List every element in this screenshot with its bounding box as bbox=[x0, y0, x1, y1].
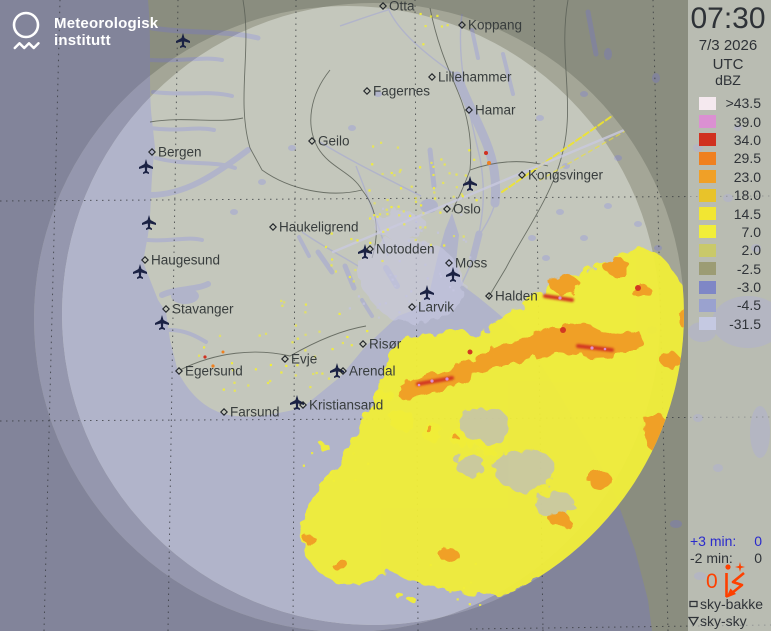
city-label: Haugesund bbox=[151, 253, 220, 268]
city-label: Oslo bbox=[453, 202, 481, 217]
legend-swatch bbox=[699, 96, 716, 110]
legend-value: 14.5 bbox=[733, 205, 761, 222]
legend-value: -2.5 bbox=[736, 260, 761, 277]
legend-value: 23.0 bbox=[733, 168, 761, 185]
legend-swatch bbox=[699, 280, 716, 294]
city-label: Evje bbox=[291, 352, 317, 367]
legend-row: -3.0 bbox=[688, 278, 768, 296]
legend-swatch bbox=[699, 225, 716, 239]
legend-swatch bbox=[699, 151, 716, 165]
brand-line1: Meteorologisk bbox=[54, 15, 159, 32]
plus-minutes-value: 0 bbox=[754, 533, 762, 549]
legend-value: -31.5 bbox=[729, 315, 761, 332]
city-label: Stavanger bbox=[172, 302, 234, 317]
minus-minutes-label: -2 min: bbox=[690, 550, 733, 566]
legend-swatch bbox=[699, 115, 716, 129]
city-label: Arendal bbox=[349, 364, 396, 379]
sky-bakke-label: sky-bakke bbox=[700, 596, 764, 612]
city-label: Hamar bbox=[475, 103, 516, 118]
legend-row: 39.0 bbox=[688, 112, 768, 130]
cloud-to-ground-icon bbox=[686, 600, 700, 608]
legend-swatch bbox=[699, 317, 716, 331]
legend-row: -4.5 bbox=[688, 296, 768, 314]
legend-value: -4.5 bbox=[736, 297, 761, 314]
city-label: Bergen bbox=[158, 145, 202, 160]
legend-value: 2.0 bbox=[741, 242, 761, 259]
city-label: Notodden bbox=[376, 242, 435, 257]
clock-timezone: UTC bbox=[712, 56, 744, 73]
city-label: Moss bbox=[455, 256, 488, 271]
clock-date: 7/3 2026 bbox=[698, 37, 758, 54]
legend-row: 18.0 bbox=[688, 186, 768, 204]
legend-value: 39.0 bbox=[733, 113, 761, 130]
clock-panel: 07:30 7/3 2026 UTC bbox=[688, 2, 768, 74]
met-institute-logo: Meteorologisk institutt bbox=[10, 10, 200, 52]
legend-swatch bbox=[699, 298, 716, 312]
legend-row: 14.5 bbox=[688, 204, 768, 222]
city-label: Haukeligrend bbox=[279, 220, 359, 235]
clock-time: 07:30 bbox=[690, 2, 766, 35]
met-logo-icon bbox=[12, 11, 40, 50]
legend-value: >43.5 bbox=[725, 95, 761, 112]
city-label: Koppang bbox=[468, 18, 522, 33]
legend-value: 7.0 bbox=[741, 223, 761, 240]
city-label: Fagernes bbox=[373, 84, 430, 99]
legend-swatch bbox=[699, 262, 716, 276]
city-labels: Otta Koppang Lillehammer Fagernes Hamar Geilo… bbox=[141, 0, 604, 420]
city-label: Kristiansand bbox=[309, 398, 383, 413]
legend-swatch bbox=[699, 243, 716, 257]
legend-row: -31.5 bbox=[688, 315, 768, 333]
legend-swatch bbox=[699, 170, 716, 184]
legend-row: >43.5 bbox=[688, 94, 768, 112]
legend-value: 29.5 bbox=[733, 150, 761, 167]
city-label: Halden bbox=[495, 289, 538, 304]
minus-minutes-value: 0 bbox=[754, 550, 762, 566]
city-label: Kongsvinger bbox=[528, 168, 604, 183]
city-label: Otta bbox=[389, 0, 415, 14]
brand-line2: institutt bbox=[54, 32, 111, 50]
city-label: Larvik bbox=[418, 300, 454, 315]
legend-row: 2.0 bbox=[688, 241, 768, 259]
city-label: Risør bbox=[369, 337, 402, 352]
legend-value: 18.0 bbox=[733, 187, 761, 204]
city-label: Geilo bbox=[318, 134, 350, 149]
lightning-count: 0 bbox=[706, 569, 718, 593]
city-label: Farsund bbox=[230, 405, 280, 420]
lightning-icon bbox=[724, 562, 745, 598]
legend-row: 7.0 bbox=[688, 223, 768, 241]
dbz-legend-title: dBZ bbox=[715, 72, 741, 88]
legend-swatch bbox=[699, 133, 716, 147]
flash-type-legend: sky-bakke sky-sky bbox=[686, 596, 770, 630]
legend-value: -3.0 bbox=[736, 279, 761, 296]
lightning-counter: 0 bbox=[706, 562, 766, 600]
legend-row: 23.0 bbox=[688, 168, 768, 186]
city-label: Lillehammer bbox=[438, 70, 512, 85]
legend-row: 29.5 bbox=[688, 149, 768, 167]
legend-swatch bbox=[699, 188, 716, 202]
city-label: Egersund bbox=[185, 364, 243, 379]
legend-swatch bbox=[699, 207, 716, 221]
legend-row: -2.5 bbox=[688, 260, 768, 278]
nowcast-counters: +3 min: 0 -2 min: 0 bbox=[686, 533, 766, 567]
sky-sky-label: sky-sky bbox=[700, 613, 747, 629]
legend-value: 34.0 bbox=[733, 131, 761, 148]
legend-row: 34.0 bbox=[688, 131, 768, 149]
dbz-legend: dBZ >43.5 39.0 34.0 29.5 23.0 18.0 14.5 7.0 2.0-… bbox=[688, 72, 768, 333]
plus-minutes-label: +3 min: bbox=[690, 533, 737, 549]
cloud-to-cloud-icon bbox=[686, 616, 700, 626]
